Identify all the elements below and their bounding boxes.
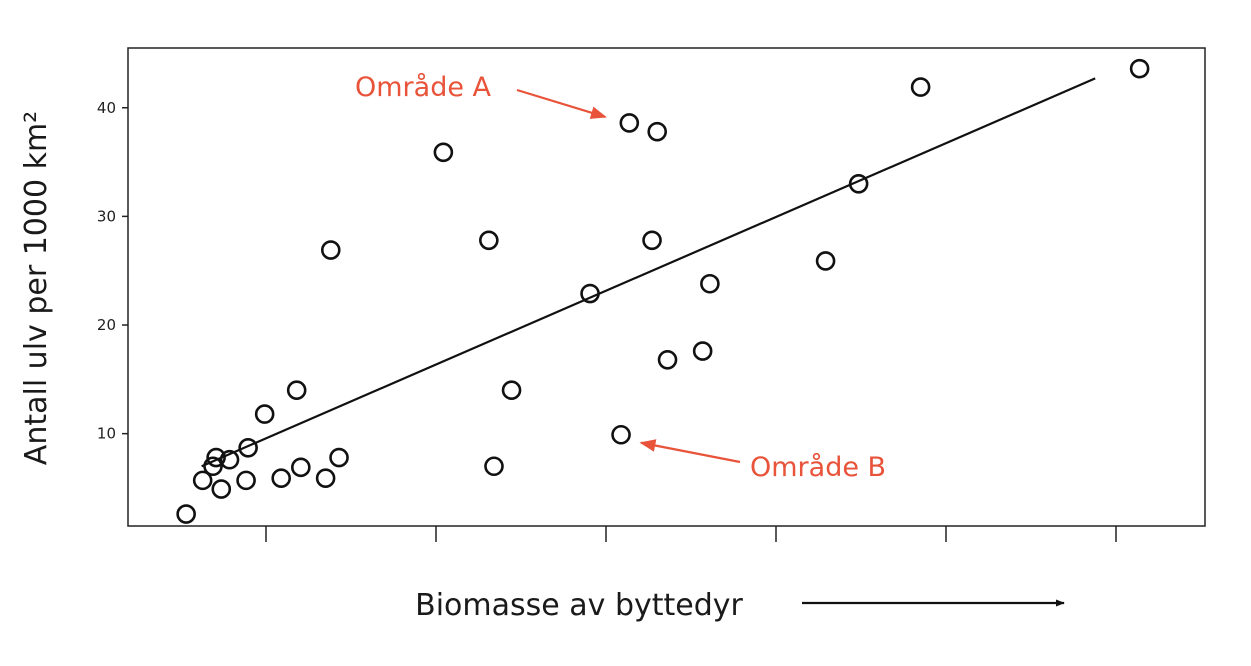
data-point	[291, 457, 311, 478]
data-point	[238, 437, 258, 458]
data-point	[619, 113, 640, 133]
annotations: Område A Område B	[355, 72, 886, 483]
data-point	[1129, 58, 1150, 79]
plot-frame	[127, 47, 1206, 527]
data-point	[329, 447, 349, 468]
data-point	[254, 404, 275, 424]
data-point	[657, 349, 678, 370]
data-point	[484, 456, 504, 477]
data-point	[815, 251, 836, 271]
data-point	[320, 240, 341, 260]
data-point	[236, 470, 256, 491]
x-axis	[265, 526, 1117, 542]
data-point	[848, 173, 869, 194]
y-tick-label: 10	[97, 425, 116, 443]
y-tick-label: 40	[97, 99, 116, 117]
trendline	[201, 77, 1096, 468]
y-axis: 10 20 30 40	[97, 99, 128, 443]
data-point	[501, 380, 522, 401]
data-point	[642, 230, 662, 251]
data-points	[176, 58, 1150, 524]
data-point	[479, 230, 499, 251]
annotation-arrow	[516, 88, 607, 119]
data-point	[176, 504, 196, 524]
annotation-arrow	[639, 439, 741, 464]
data-point	[700, 273, 720, 294]
data-point	[211, 479, 232, 499]
annotation-label: Område A	[355, 72, 492, 103]
y-axis-title: Antall ulv per 1000 km²	[19, 111, 54, 465]
annotation-label: Område B	[750, 452, 886, 483]
data-point	[315, 468, 336, 489]
data-point	[580, 283, 600, 304]
data-point	[647, 121, 668, 142]
y-tick-label: 20	[97, 316, 116, 334]
data-point	[271, 468, 291, 489]
data-point	[692, 341, 713, 361]
y-tick-label: 30	[97, 207, 116, 225]
data-point	[203, 456, 223, 477]
data-point	[611, 424, 631, 445]
data-point	[219, 449, 240, 470]
trendline-group	[201, 77, 1096, 468]
data-point	[910, 77, 931, 97]
data-point	[192, 470, 213, 491]
x-axis-title: Biomasse av byttedyr	[415, 588, 743, 623]
data-point	[433, 142, 454, 163]
data-point	[286, 380, 307, 401]
data-point	[206, 447, 226, 468]
